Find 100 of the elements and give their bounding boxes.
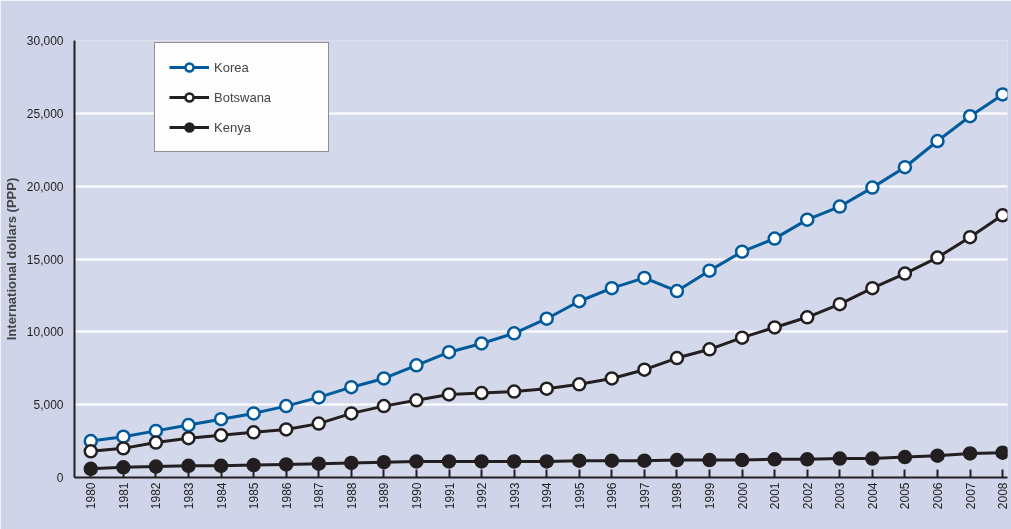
point [962, 109, 978, 124]
point [409, 454, 424, 469]
point [995, 87, 1008, 102]
point [376, 371, 392, 386]
point [734, 244, 750, 259]
x-tick-label: 1994 [540, 482, 555, 510]
x-tick-label: 1982 [149, 482, 164, 510]
point [865, 180, 880, 195]
x-tick-label: 1990 [409, 482, 424, 510]
x-tick-label: 1992 [475, 482, 490, 510]
point [604, 453, 620, 468]
x-tick-label: 1986 [279, 482, 294, 510]
point [897, 449, 913, 465]
point [702, 452, 717, 468]
point [669, 452, 685, 468]
point [702, 263, 717, 278]
x-tick-label: 1993 [507, 482, 522, 510]
point [930, 250, 945, 265]
legend-label: Korea [214, 59, 250, 75]
point [734, 452, 750, 468]
x-tick-label: 1995 [572, 482, 587, 510]
point [962, 229, 978, 245]
point [148, 423, 164, 439]
x-tick-label: 2003 [833, 482, 848, 510]
point [441, 344, 457, 360]
point [376, 454, 392, 470]
point [116, 429, 131, 444]
point [278, 457, 294, 472]
point [116, 441, 131, 456]
x-tick-label: 1983 [181, 482, 196, 510]
point [474, 385, 489, 401]
x-tick-label: 1980 [84, 482, 99, 510]
point [767, 231, 782, 246]
point [604, 280, 620, 296]
point [799, 452, 815, 467]
x-tick-label: 1984 [214, 482, 229, 510]
point [506, 384, 522, 399]
x-tick-label: 2001 [768, 482, 783, 510]
point [995, 208, 1008, 223]
point [539, 311, 554, 326]
point [181, 458, 196, 474]
point [441, 454, 457, 469]
y-axis-title: International dollars (PPP) [3, 177, 19, 341]
x-tick-label: 2004 [865, 482, 880, 510]
point [799, 212, 815, 227]
point [734, 330, 750, 345]
point [344, 379, 359, 395]
point [181, 430, 196, 446]
x-tick-label: 1991 [442, 482, 457, 510]
x-tick-label: 2005 [898, 482, 913, 510]
point [116, 460, 131, 475]
point [148, 459, 164, 474]
point [832, 451, 848, 466]
point [637, 362, 652, 377]
point [409, 358, 424, 373]
point [246, 406, 261, 421]
point [409, 393, 424, 408]
x-tick-label: 2008 [996, 482, 1011, 510]
point [637, 453, 652, 468]
point [930, 448, 945, 463]
x-tick-label: 2007 [963, 482, 978, 510]
point [865, 280, 880, 296]
point [344, 455, 359, 471]
point [213, 412, 229, 427]
x-tick-label: 1998 [670, 482, 685, 510]
point [278, 422, 294, 437]
legend-label: Botswana [214, 89, 273, 105]
x-tick-label: 2002 [800, 482, 815, 510]
y-tick-label: 15,000 [26, 252, 64, 267]
point [702, 342, 717, 357]
point [506, 326, 522, 341]
x-tick-label: 1989 [377, 482, 392, 510]
x-tick-label: 1999 [703, 482, 718, 510]
point [506, 454, 522, 469]
point [213, 458, 229, 474]
point [865, 451, 880, 466]
point [246, 425, 261, 440]
point [962, 446, 978, 461]
point [604, 371, 620, 386]
point [572, 294, 587, 309]
point [474, 336, 489, 351]
point [799, 310, 815, 325]
point [767, 320, 782, 335]
x-tick-label: 1987 [312, 482, 327, 510]
x-tick-label: 1985 [247, 482, 262, 510]
point [767, 452, 782, 467]
point [311, 416, 326, 431]
x-tick-label: 1988 [344, 482, 359, 510]
x-tick-label: 2006 [930, 482, 945, 510]
point [637, 270, 652, 286]
point [441, 387, 457, 402]
point [572, 453, 587, 468]
point [539, 454, 554, 469]
point [311, 390, 326, 405]
x-tick-label: 1981 [116, 482, 131, 510]
point [376, 398, 392, 414]
point [897, 266, 913, 281]
point [311, 456, 326, 471]
point [83, 444, 99, 459]
y-tick-label: 25,000 [26, 106, 64, 121]
